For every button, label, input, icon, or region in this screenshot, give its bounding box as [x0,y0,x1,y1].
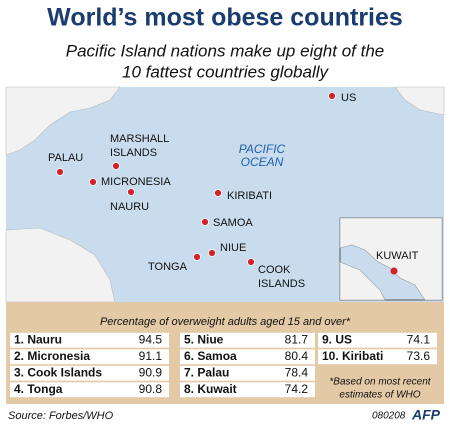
row-bg [180,365,315,381]
place-label: TONGA [148,261,188,273]
marker [112,162,120,170]
row-bg [10,365,169,381]
row-name: 3. Cook Islands [14,365,102,379]
marker [89,178,97,186]
table-rows: 1. Nauru 94.5 2. Micronesia 91.1 3. Cook Isl… [10,332,437,398]
row-bg [318,332,437,348]
row-bg [318,349,437,365]
code: 080208 [372,411,406,422]
land [394,86,445,116]
place-label: ISLANDS [258,278,305,290]
row-value: 90.8 [139,382,163,396]
title: World’s most obese countries [47,4,403,32]
marker [328,92,336,100]
row-bg [10,382,169,398]
row-name: 10. Kiribati [322,349,383,363]
row-name: 6. Samoa [184,349,237,363]
inset-label: KUWAIT [376,250,419,262]
row-value: 94.5 [139,332,163,346]
marker [127,188,135,196]
row-value: 74.2 [285,382,309,396]
source: Source: Forbes/WHO [8,410,114,422]
place-label: NIUE [220,242,246,254]
marker [56,168,64,176]
row-bg [10,332,169,348]
places: US PALAU MICRONESIA MARSHALL ISLANDS NAURU KIR… [48,92,356,290]
row-value: 78.4 [285,365,309,379]
ocean-label: OCEAN [241,155,284,169]
footnote: estimates of WHO [339,390,420,401]
place-label: COOK [258,264,291,276]
row-value: 90.9 [139,365,163,379]
row-bg [180,332,315,348]
row-name: 7. Palau [184,365,229,379]
place-label: KIRIBATI [227,190,272,202]
row-value: 74.1 [407,332,431,346]
place-label: PALAU [48,152,83,164]
marker [208,249,216,257]
row-name: 1. Nauru [14,332,62,346]
row-value: 73.6 [407,349,431,363]
place-label: MARSHALL [110,133,169,145]
row-value: 80.4 [285,349,309,363]
marker [193,253,201,261]
footnote: *Based on most recent [329,377,431,388]
inset-land [339,261,386,301]
marker [390,267,398,275]
table-caption: Percentage of overweight adults aged 15 … [100,316,351,328]
row-bg [180,382,315,398]
row-name: 2. Micronesia [14,349,90,363]
place-label: US [341,92,356,104]
row-name: 5. Niue [184,332,224,346]
row-name: 4. Tonga [14,382,63,396]
subtitle: Pacific Island nations make up eight of … [66,41,384,60]
place-label: ISLANDS [110,147,157,159]
subtitle: 10 fattest countries globally [122,62,330,81]
row-bg [180,349,315,365]
ocean-label: PACIFIC [239,142,286,156]
place-label: NAURU [110,201,149,213]
row-name: 8. Kuwait [184,382,237,396]
land [5,86,121,156]
place-label: MICRONESIA [101,176,171,188]
marker [201,218,209,226]
row-bg [10,349,169,365]
row-name: 9. US [322,332,352,346]
row-value: 91.1 [139,349,163,363]
marker [214,189,222,197]
row-value: 81.7 [285,332,309,346]
place-label: SAMOA [213,217,253,229]
logo: AFP [411,407,441,423]
marker [247,258,255,266]
